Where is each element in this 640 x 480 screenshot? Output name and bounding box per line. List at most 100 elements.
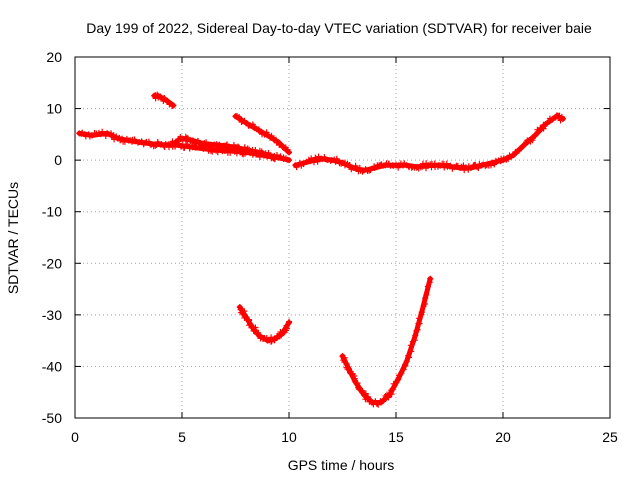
series-track-branch bbox=[168, 133, 282, 162]
x-axis-label: GPS time / hours bbox=[288, 457, 395, 473]
data-point bbox=[181, 144, 188, 151]
y-axis-label: SDTVAR / TECUs bbox=[5, 182, 21, 294]
data-point bbox=[457, 164, 464, 171]
data-point bbox=[184, 141, 191, 148]
series-track-dip-b bbox=[339, 275, 434, 408]
data-point bbox=[263, 129, 270, 136]
ticks: 0 5 10 15 20 25 -50 -40 -30 -20 -10 0 10 20 bbox=[42, 49, 618, 445]
data-point bbox=[286, 319, 292, 326]
data-point bbox=[385, 394, 392, 401]
y-tick-label: 10 bbox=[46, 101, 62, 117]
data-point bbox=[405, 352, 412, 359]
data-point bbox=[403, 358, 410, 365]
data-point bbox=[172, 139, 179, 146]
data-point bbox=[307, 158, 314, 165]
series-track-short bbox=[151, 91, 177, 109]
data-point bbox=[235, 143, 242, 150]
series-track-dip-a bbox=[236, 304, 293, 345]
data-point bbox=[395, 376, 402, 383]
data-point bbox=[362, 390, 369, 397]
data-point bbox=[275, 154, 282, 161]
y-tick-label: -50 bbox=[42, 410, 62, 426]
data-point bbox=[247, 122, 253, 129]
x-tick-label: 5 bbox=[178, 429, 186, 445]
data-point bbox=[164, 97, 171, 104]
data-point bbox=[346, 366, 352, 373]
data-point bbox=[414, 326, 421, 333]
chart-title: Day 199 of 2022, Sidereal Day-to-day VTE… bbox=[86, 20, 592, 36]
data-point bbox=[418, 309, 425, 316]
data-point bbox=[413, 327, 420, 334]
x-tick-label: 15 bbox=[388, 429, 404, 445]
data-point bbox=[402, 362, 409, 369]
grid bbox=[75, 57, 610, 418]
x-tick-label: 0 bbox=[71, 429, 79, 445]
data-point bbox=[179, 136, 186, 143]
data-point bbox=[229, 145, 236, 152]
data-point bbox=[419, 163, 426, 170]
y-tick-label: 0 bbox=[54, 152, 62, 168]
data-point bbox=[354, 380, 361, 387]
data-point bbox=[314, 158, 321, 165]
data-point bbox=[532, 132, 539, 139]
data-point bbox=[169, 138, 176, 145]
data-point bbox=[148, 142, 154, 149]
data-point bbox=[275, 139, 282, 146]
data-point bbox=[359, 387, 366, 394]
data-point bbox=[247, 321, 254, 328]
y-tick-label: -20 bbox=[42, 255, 62, 271]
data-point bbox=[424, 283, 431, 290]
data-point bbox=[422, 295, 429, 302]
data-point bbox=[510, 151, 517, 158]
data-point bbox=[186, 145, 193, 152]
data-point bbox=[170, 102, 177, 109]
data-point bbox=[293, 164, 300, 171]
series-track-descent bbox=[232, 113, 292, 156]
y-tick-label: 20 bbox=[46, 49, 62, 65]
data-point bbox=[416, 320, 423, 327]
data-point bbox=[152, 142, 159, 149]
data-point bbox=[389, 385, 396, 392]
data-point bbox=[99, 128, 106, 135]
data-point bbox=[559, 115, 566, 122]
data-point bbox=[271, 152, 278, 159]
y-tick-label: -10 bbox=[42, 204, 62, 220]
y-tick-label: -30 bbox=[42, 307, 62, 323]
data-point bbox=[422, 301, 428, 307]
series-track-long bbox=[292, 112, 566, 175]
data-point bbox=[408, 348, 415, 355]
data-point bbox=[283, 322, 290, 329]
data-point bbox=[142, 139, 149, 146]
data-point bbox=[356, 386, 363, 393]
data-point bbox=[238, 119, 245, 125]
data-point bbox=[356, 164, 363, 171]
data-point bbox=[346, 162, 353, 169]
data-point bbox=[427, 275, 434, 282]
x-tick-label: 10 bbox=[281, 429, 297, 445]
data-point bbox=[545, 118, 552, 125]
data-point bbox=[529, 135, 536, 142]
data-point bbox=[416, 315, 423, 322]
data-point bbox=[367, 167, 374, 174]
data-point bbox=[412, 332, 419, 339]
data-point bbox=[177, 143, 184, 150]
data-point bbox=[423, 291, 430, 298]
data-point bbox=[286, 149, 292, 156]
data-point bbox=[224, 141, 230, 148]
data-point bbox=[441, 164, 448, 171]
data-point bbox=[365, 393, 371, 400]
x-tick-label: 25 bbox=[602, 429, 618, 445]
data-point bbox=[398, 370, 405, 377]
data-point bbox=[516, 147, 522, 154]
data-point bbox=[286, 157, 292, 164]
data-point bbox=[207, 147, 214, 154]
plot-frame bbox=[74, 56, 611, 419]
data-point bbox=[327, 157, 334, 164]
data-point bbox=[214, 149, 221, 156]
data-point bbox=[400, 366, 407, 373]
data-point bbox=[265, 149, 272, 156]
x-tick-label: 20 bbox=[495, 429, 511, 445]
data-point bbox=[407, 342, 414, 349]
